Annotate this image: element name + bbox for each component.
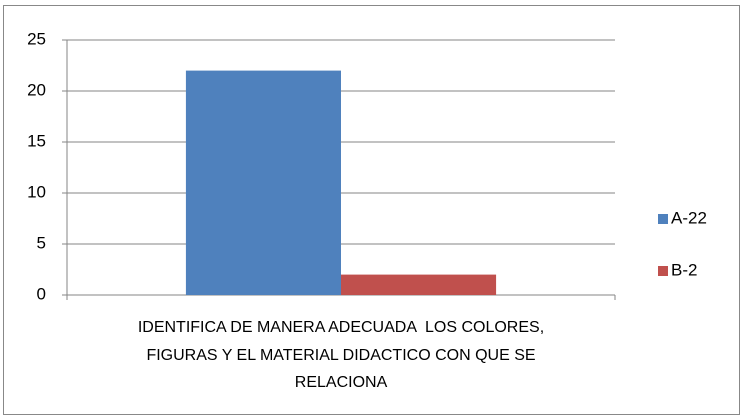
y-tick-label: 5 [37,233,46,252]
bar [185,70,341,295]
y-tick-label: 15 [27,131,46,150]
legend-label: B-2 [671,260,697,279]
legend-swatch [658,266,668,276]
x-tick-label: IDENTIFICA DE MANERA ADECUADA LOS COLORE… [137,319,549,391]
y-tick-label: 10 [27,182,46,201]
y-tick-label: 20 [27,80,46,99]
y-tick-label: 25 [27,29,46,48]
bar [341,274,497,295]
legend-label: A-22 [671,208,707,227]
legend-swatch [658,214,668,224]
y-tick-label: 0 [37,284,46,303]
chart-border [3,5,740,415]
